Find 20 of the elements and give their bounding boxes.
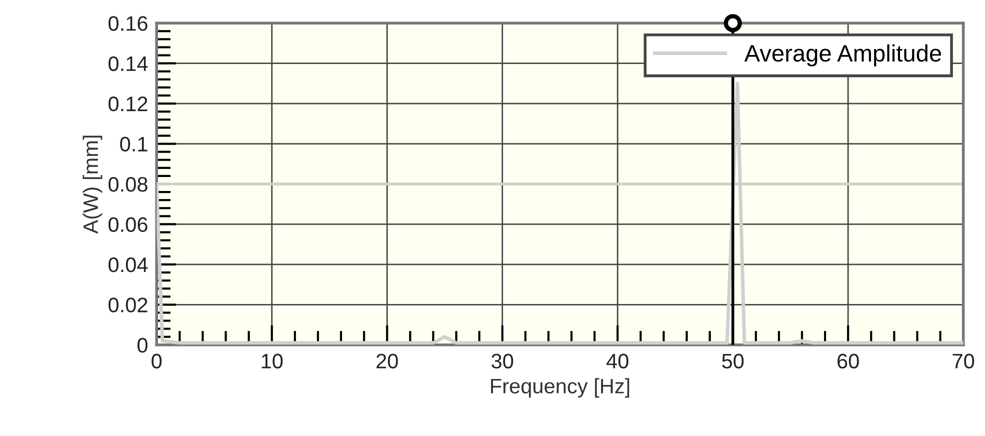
y-tick-label: 0.08 [108, 176, 148, 192]
x-tick-label: 70 [952, 354, 974, 369]
y-tick-label: 0.16 [108, 16, 148, 31]
y-tick-label: 0.06 [108, 217, 148, 232]
x-tick-label: 30 [492, 354, 514, 369]
x-tick-label: 50 [722, 354, 744, 369]
y-tick-label: 0.12 [108, 96, 148, 112]
x-tick-label: 60 [838, 354, 859, 369]
x-tick-label: 20 [376, 354, 398, 369]
x-tick-label: 40 [606, 354, 628, 369]
y-tick-label: 0.02 [108, 298, 148, 312]
x-tick-label: 10 [262, 354, 283, 369]
x-tick-label: 0 [152, 354, 162, 369]
y-tick-label: 0.1 [120, 136, 148, 152]
y-tick-label: 0.14 [108, 56, 148, 72]
y-tick-label: 0.04 [108, 257, 148, 272]
y-axis-title: A(W) [mm] [82, 136, 102, 234]
legend-label: Average Amplitude [744, 44, 942, 66]
x-axis-title: Frequency [Hz] [491, 378, 630, 398]
y-tick-label: 0 [138, 338, 148, 353]
